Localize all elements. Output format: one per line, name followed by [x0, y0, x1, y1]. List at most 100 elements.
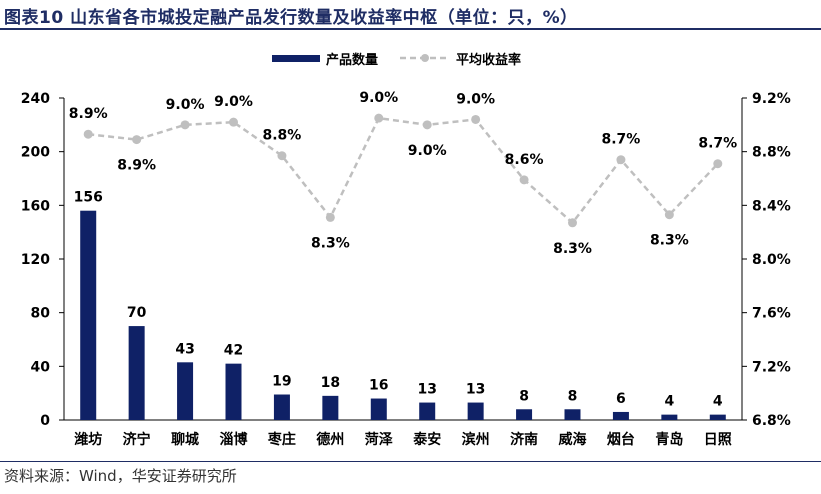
bar-value-label: 4	[713, 394, 723, 410]
yield-point	[616, 155, 626, 165]
line-series	[83, 113, 723, 228]
yield-value-label: 8.8%	[263, 128, 302, 144]
bar-value-label: 13	[417, 382, 436, 398]
chart-title: 图表10 山东省各市城投定融产品发行数量及收益率中枢（单位：只，%）	[4, 8, 578, 28]
yield-point	[83, 129, 93, 139]
x-tick-label: 烟台	[607, 431, 635, 448]
x-tick-label: 泰安	[412, 431, 441, 448]
yield-value-label: 8.6%	[505, 152, 544, 168]
yield-value-label: 9.0%	[456, 91, 495, 107]
y-left-tick-label: 40	[31, 359, 51, 375]
y-left-tick-label: 80	[31, 306, 51, 322]
yield-point	[664, 210, 674, 220]
bar-value-label: 42	[224, 343, 243, 359]
x-tick-label: 菏泽	[365, 431, 393, 448]
bar	[467, 402, 484, 420]
yield-value-label: 9.0%	[359, 90, 398, 106]
yield-point	[132, 135, 142, 145]
yield-value-label: 8.3%	[311, 235, 350, 251]
bar	[370, 398, 387, 420]
yield-point	[519, 175, 529, 185]
y-right-tick-label: 9.2%	[752, 91, 791, 107]
legend-line-marker	[421, 54, 429, 62]
y-right-tick-label: 8.0%	[752, 252, 791, 268]
y-left-tick-label: 200	[21, 145, 50, 161]
yield-point	[471, 114, 481, 124]
y-left-tick-label: 240	[21, 91, 50, 107]
bar	[564, 409, 581, 420]
line-labels: 8.9% 8.9% 9.0% 9.0% 8.8% 8.3% 9.0% 9.0% 9.0% 8.6%…	[69, 90, 737, 257]
bar	[80, 210, 97, 420]
x-tick-label: 潍坊	[74, 431, 102, 448]
y-left-tick-label: 120	[21, 252, 50, 268]
legend-bar-label: 产品数量	[326, 52, 378, 68]
bar-value-label: 4	[664, 394, 674, 410]
bar	[661, 414, 678, 420]
bar	[177, 362, 194, 420]
y-left-tick-label: 160	[21, 198, 50, 214]
title-rule	[0, 28, 821, 30]
bar-value-label: 70	[127, 305, 147, 321]
x-tick-label: 济南	[510, 431, 538, 448]
y-right-tick-label: 8.4%	[752, 198, 791, 214]
bar-value-label: 8	[519, 388, 529, 404]
bar	[128, 326, 145, 420]
x-tick-label: 德州	[316, 431, 344, 448]
bar	[225, 363, 242, 420]
bar	[322, 395, 339, 420]
bar-value-label: 18	[321, 375, 340, 391]
y-right-tick-label: 7.6%	[752, 306, 791, 322]
bar-value-label: 6	[616, 391, 626, 407]
y-right-tick-label: 7.2%	[752, 359, 791, 375]
bar-value-label: 43	[175, 341, 194, 357]
legend-line-label: 平均收益率	[456, 52, 521, 68]
bar	[612, 411, 629, 420]
yield-value-label: 8.3%	[650, 233, 689, 249]
source-rule	[0, 461, 821, 462]
yield-point	[277, 151, 287, 161]
y-left-tick-label: 0	[40, 413, 50, 429]
x-tick-label: 济宁	[123, 431, 151, 448]
yield-value-label: 8.9%	[69, 106, 108, 122]
bar-value-label: 19	[272, 374, 291, 390]
yield-point	[713, 159, 723, 169]
bar	[709, 414, 726, 420]
bar	[273, 394, 290, 420]
legend: 产品数量 平均收益率	[272, 52, 521, 68]
x-tick-label: 青岛	[655, 431, 683, 448]
x-tick-label: 聊城	[171, 431, 199, 448]
yield-value-label: 8.9%	[117, 158, 156, 174]
yield-point	[568, 218, 577, 228]
yield-point	[422, 120, 432, 130]
yield-point	[180, 120, 190, 130]
yield-value-label: 9.0%	[408, 143, 447, 159]
bar-labels: 156 70 43 42 19 18 16 13 13 8 8 6 4 4	[74, 190, 723, 410]
yield-value-label: 8.7%	[698, 136, 737, 152]
x-tick-label: 枣庄	[267, 431, 296, 448]
yield-point	[229, 117, 238, 127]
bar-value-label: 156	[74, 190, 103, 206]
axes: 0 40 80 120 160 200 240 6.8% 7.2% 7.6% 8.0% 8.4% 8.8…	[21, 91, 791, 429]
y-right-tick-label: 8.8%	[752, 145, 791, 161]
x-tick-label: 滨州	[462, 431, 490, 448]
yield-point	[325, 212, 335, 222]
bars	[80, 210, 726, 420]
bar-value-label: 13	[466, 382, 485, 398]
yield-value-label: 8.7%	[602, 132, 641, 148]
y-right-tick-label: 6.8%	[752, 413, 791, 429]
x-labels: 潍坊 济宁 聊城 淄博 枣庄 德州 菏泽 泰安 滨州 济南 威海 烟台 青岛 日照	[74, 431, 732, 448]
x-tick-label: 威海	[559, 431, 587, 448]
yield-point	[374, 113, 384, 123]
legend-bar-swatch	[272, 55, 320, 62]
yield-value-label: 9.0%	[214, 94, 253, 110]
x-tick-label: 淄博	[220, 431, 248, 448]
x-tick-label: 日照	[704, 432, 732, 448]
chart: 产品数量 平均收益率 0 40 80 120 160 200 240 6.8% 7.2% 7.6% 8…	[21, 52, 791, 448]
yield-value-label: 9.0%	[166, 97, 205, 113]
yield-line	[88, 116, 719, 225]
bar	[419, 402, 436, 420]
bar-value-label: 8	[568, 388, 578, 404]
bar-value-label: 16	[369, 378, 388, 394]
bar	[516, 409, 533, 420]
yield-value-label: 8.3%	[553, 241, 592, 257]
